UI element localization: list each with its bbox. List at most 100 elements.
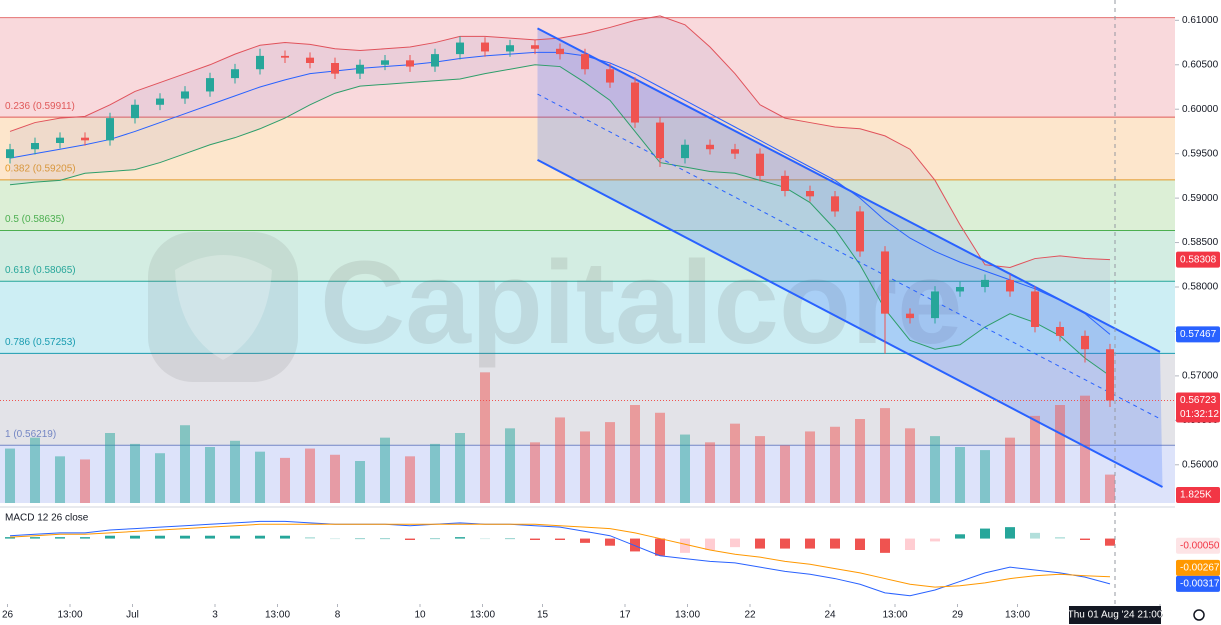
macd-histogram-bar [180,535,190,539]
volume-bar [305,448,315,503]
candle-body [231,69,239,79]
candle-body [406,60,414,67]
price-badge-bg [1176,392,1220,423]
bollinger-upper [9,15,1111,268]
candle-body [256,55,264,70]
x-tick-label: Jul [126,610,139,621]
crosshair-label: Thu 01 Aug '24 21:00 [1068,610,1163,621]
volume-bar [80,459,90,503]
macd-histogram-bar [630,538,640,552]
candle-body [206,78,214,92]
volume-bar [105,433,115,503]
macd-histogram-bar [980,528,990,539]
candle-body [81,137,89,141]
candle-body [181,91,189,99]
candle-body [906,313,914,319]
volume-bar [1080,395,1090,503]
macd-histogram-bar [555,538,565,540]
candle-body [581,54,589,70]
watermark-logo [148,232,298,382]
fib-band [0,179,1175,231]
candle-body [506,45,514,52]
candle-body [706,144,714,150]
volume-bar [705,442,715,503]
x-tick-label: 13:00 [57,610,82,621]
macd-signal-value-bg [1176,559,1220,576]
candle-body [681,144,689,159]
fib-band [0,353,1175,446]
x-tick-label: 29 [952,610,964,621]
macd-histogram-bar [230,535,240,539]
candle-body [831,196,839,212]
time-axis [0,604,1221,625]
candle-body [6,149,14,159]
y-tick-label: 0.61000 [1182,15,1219,26]
volume-bar [480,372,490,503]
volume-bar [580,431,590,503]
volume-bar [1005,437,1015,503]
settings-icon[interactable] [1193,609,1205,621]
bollinger-upper-value-bg [1176,251,1220,268]
macd-histogram-bar [805,538,815,549]
y-tick-label: 0.60500 [1182,59,1219,70]
volume-bar [5,448,15,503]
macd-histogram-bar [380,538,390,540]
volume-bar [880,408,890,503]
macd-histogram-bar [755,538,765,549]
volume-bar [655,412,665,503]
macd-histogram-bar [5,537,15,539]
macd-histogram-bar [80,537,90,539]
volume-bar [830,426,840,503]
x-tick-label: 13:00 [265,610,290,621]
volume-value-bg [1176,487,1220,503]
volume-bar [230,440,240,503]
candle-body [306,57,314,63]
volume-bar [405,456,415,503]
macd-histogram-bar [330,538,340,540]
candle-body [931,291,939,319]
macd-histogram-bar [155,535,165,539]
candle-body [606,69,614,83]
candle-body [331,63,339,74]
volume-bar [930,436,940,503]
macd-histogram-bar [1005,527,1015,539]
volume-bar [1105,474,1115,503]
x-tick-label: 13:00 [675,610,700,621]
channel-lower [537,159,1163,488]
x-tick-label: 17 [619,610,631,621]
fib-band [0,117,1175,180]
macd-histogram-bar [305,537,315,539]
channel-midline [537,93,1162,420]
volume-bar [805,431,815,503]
macd-histogram-bar [205,535,215,539]
y-tick-label: 0.56000 [1182,459,1219,470]
volume-bar [1030,415,1040,503]
volume-bar [680,434,690,503]
fib-label: 1 (0.56219) [5,429,56,440]
macd-title: MACD 12 26 close [5,513,89,524]
candle-body [981,279,989,287]
volume-bar [380,437,390,503]
x-tick-label: 13:00 [470,610,495,621]
volume-bar [130,443,140,503]
macd-histogram-bar [1105,538,1115,546]
fib-label: 0.382 (0.59205) [5,164,76,175]
volume-bar [155,453,165,503]
fib-label: 0.786 (0.57253) [5,337,76,348]
macd-histogram-bar [105,535,115,539]
x-tick-label: 10 [414,610,426,621]
x-tick-label: 15 [537,610,549,621]
bollinger-middle-value-bg [1176,326,1220,343]
candle-body [731,149,739,154]
volume-bar [30,437,40,503]
x-tick-label: 13:00 [1005,610,1030,621]
macd-histogram-bar [255,535,265,539]
x-tick-label: 24 [824,610,836,621]
macd-histogram-bar [430,538,440,540]
fib-label: 0.5 (0.58635) [5,214,65,225]
bollinger-fill [10,15,1110,376]
candle-body [1081,335,1089,350]
candle-body [631,82,639,123]
y-tick-label: 0.57000 [1182,371,1219,382]
